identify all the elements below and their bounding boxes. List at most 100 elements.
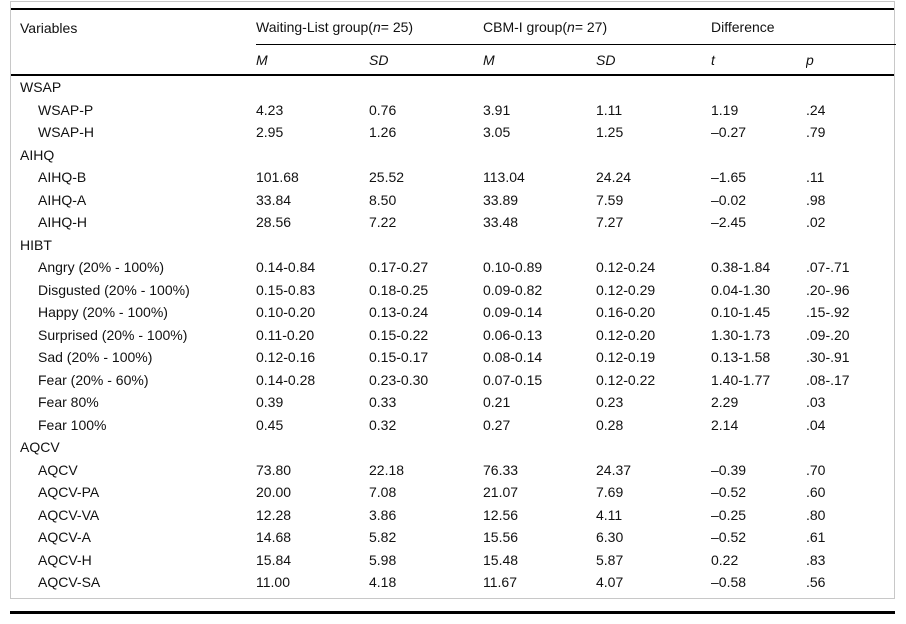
value-cell: .04 — [806, 416, 826, 433]
value-cell: –0.52 — [711, 484, 747, 501]
value-cell: .09-.20 — [806, 326, 850, 343]
value-cell: 7.22 — [369, 214, 397, 231]
table-row: AQCV-A 14.68 5.82 15.56 6.30 –0.52 .61 — [11, 526, 894, 549]
value-cell: 0.13-1.58 — [711, 349, 771, 366]
section-row: WSAP — [11, 76, 894, 99]
variable-label: Fear (20% - 60%) — [38, 371, 149, 388]
value-cell: 1.30-1.73 — [711, 326, 771, 343]
value-cell: 5.82 — [369, 529, 397, 546]
variables-column-header: Variables — [20, 19, 78, 36]
table-row: Disgusted (20% - 100%) 0.15-0.83 0.18-0.25… — [11, 279, 894, 302]
variable-label: AQCV-VA — [38, 506, 100, 523]
group-n-value: = 25) — [380, 19, 414, 35]
value-cell: 0.08-0.14 — [483, 349, 543, 366]
value-cell: 0.21 — [483, 394, 511, 411]
value-cell: .24 — [806, 101, 826, 118]
variable-label: AQCV — [38, 461, 78, 478]
value-cell: 0.15-0.17 — [369, 349, 429, 366]
value-cell: 7.08 — [369, 484, 397, 501]
variable-label: AIHQ-B — [38, 169, 87, 186]
variable-label: AQCV-PA — [38, 484, 100, 501]
variable-label: WSAP-H — [38, 124, 94, 141]
col-header-t: t — [711, 51, 715, 68]
value-cell: 0.16-0.20 — [596, 304, 656, 321]
value-cell: 0.14-0.28 — [256, 371, 316, 388]
table-body: WSAP WSAP-P 4.23 0.76 3.91 1.11 1.19 .24 WSAP-H 2… — [11, 76, 894, 594]
value-cell: .79 — [806, 124, 826, 141]
value-cell: .03 — [806, 394, 826, 411]
variable-label: AIHQ-H — [38, 214, 87, 231]
value-cell: 0.12-0.22 — [596, 371, 656, 388]
value-cell: 20.00 — [256, 484, 292, 501]
value-cell: 0.33 — [369, 394, 397, 411]
value-cell: –0.27 — [711, 124, 747, 141]
value-cell: 0.39 — [256, 394, 284, 411]
value-cell: 14.68 — [256, 529, 292, 546]
table-row: AIHQ-A 33.84 8.50 33.89 7.59 –0.02 .98 — [11, 189, 894, 212]
group-header-row: Variables Waiting-List group(n = 25) CBM… — [11, 10, 896, 45]
value-cell: .30-.91 — [806, 349, 850, 366]
value-cell: 1.11 — [596, 101, 623, 118]
value-cell: .07-.71 — [806, 259, 850, 276]
col-header-m2: M — [483, 51, 495, 68]
value-cell: 15.56 — [483, 529, 519, 546]
value-cell: 0.23-0.30 — [369, 371, 429, 388]
variable-label: AQCV-A — [38, 529, 91, 546]
table-row: AQCV-SA 11.00 4.18 11.67 4.07 –0.58 .56 — [11, 571, 894, 594]
value-cell: 0.06-0.13 — [483, 326, 543, 343]
value-cell: 7.27 — [596, 214, 624, 231]
value-cell: .56 — [806, 574, 826, 591]
variable-label: AIHQ — [20, 146, 55, 163]
group-label-text: Waiting-List group( — [256, 19, 373, 35]
value-cell: .20-.96 — [806, 281, 850, 298]
table-row: WSAP-P 4.23 0.76 3.91 1.11 1.19 .24 — [11, 99, 894, 122]
value-cell: 0.28 — [596, 416, 624, 433]
table-row: AQCV 73.80 22.18 76.33 24.37 –0.39 .70 — [11, 459, 894, 482]
value-cell: 0.14-0.84 — [256, 259, 316, 276]
value-cell: 24.24 — [596, 169, 632, 186]
value-cell: –2.45 — [711, 214, 747, 231]
value-cell: 2.95 — [256, 124, 284, 141]
subcolumn-header-row: M SD M SD t p — [11, 45, 894, 76]
value-cell: 1.40-1.77 — [711, 371, 771, 388]
value-cell: 7.59 — [596, 191, 624, 208]
variable-label: AQCV — [20, 439, 60, 456]
value-cell: 5.87 — [596, 551, 624, 568]
value-cell: 6.30 — [596, 529, 624, 546]
value-cell: 0.38-1.84 — [711, 259, 771, 276]
value-cell: 76.33 — [483, 461, 519, 478]
value-cell: 0.76 — [369, 101, 397, 118]
value-cell: .02 — [806, 214, 826, 231]
variable-label: Happy (20% - 100%) — [38, 304, 168, 321]
value-cell: 0.17-0.27 — [369, 259, 429, 276]
value-cell: .70 — [806, 461, 826, 478]
value-cell: 0.22 — [711, 551, 739, 568]
value-cell: 0.12-0.16 — [256, 349, 316, 366]
value-cell: –0.52 — [711, 529, 747, 546]
value-cell: 4.23 — [256, 101, 284, 118]
value-cell: .15-.92 — [806, 304, 850, 321]
value-cell: 0.12-0.20 — [596, 326, 656, 343]
value-cell: 0.15-0.22 — [369, 326, 429, 343]
value-cell: 4.11 — [596, 506, 623, 523]
value-cell: 8.50 — [369, 191, 397, 208]
table-row: AQCV-PA 20.00 7.08 21.07 7.69 –0.52 .60 — [11, 481, 894, 504]
value-cell: –0.58 — [711, 574, 747, 591]
value-cell: 1.25 — [596, 124, 624, 141]
value-cell: 33.84 — [256, 191, 292, 208]
value-cell: 0.12-0.29 — [596, 281, 656, 298]
variable-label: WSAP — [20, 79, 62, 96]
variable-label: HIBT — [20, 236, 52, 253]
value-cell: 2.29 — [711, 394, 739, 411]
difference-group-header: Difference — [711, 10, 896, 45]
value-cell: 0.07-0.15 — [483, 371, 543, 388]
variable-label: Fear 100% — [38, 416, 107, 433]
value-cell: 0.13-0.24 — [369, 304, 429, 321]
value-cell: 73.80 — [256, 461, 292, 478]
value-cell: .98 — [806, 191, 826, 208]
waiting-list-group-header: Waiting-List group(n = 25) — [256, 10, 483, 45]
value-cell: 0.09-0.14 — [483, 304, 543, 321]
table-bottom-rule — [10, 611, 895, 614]
table-grid: Variables Waiting-List group(n = 25) CBM… — [11, 8, 896, 594]
